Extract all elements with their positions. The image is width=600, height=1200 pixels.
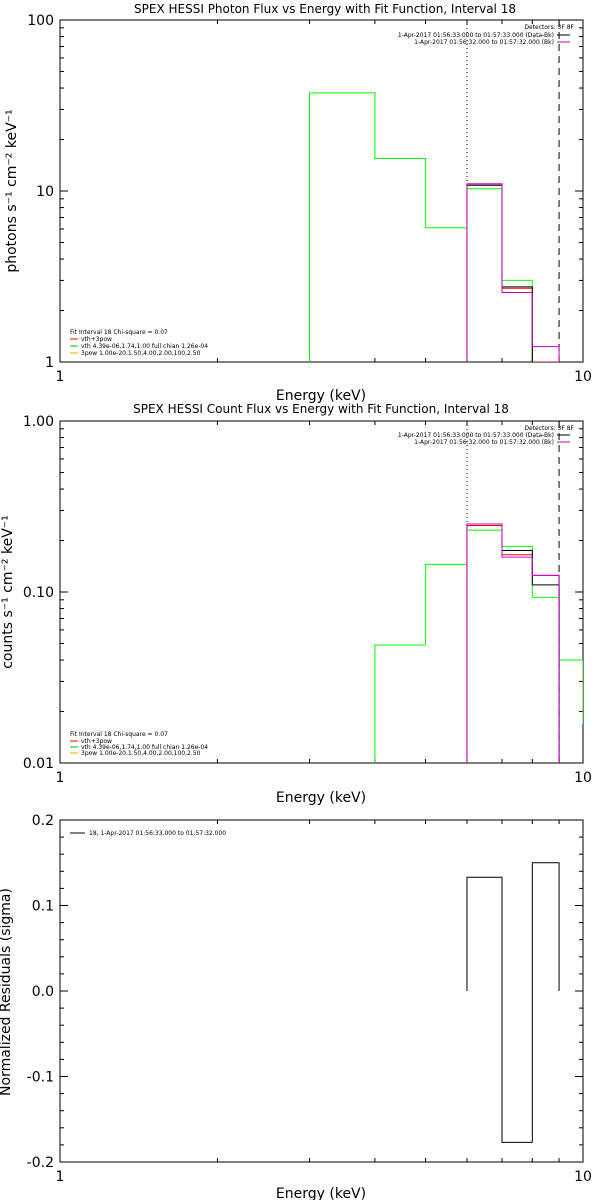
panel-count-flux: SPEX HESSI Count Flux vs Energy with Fit… [0, 402, 592, 806]
y-tick-label: 100 [27, 13, 54, 29]
y-tick-label: 0.2 [32, 813, 54, 829]
y-tick-label: -0.1 [27, 1070, 54, 1086]
legend-top-right: Detectors: 3F 8F 1-Apr-2017 01:56:33.000… [398, 425, 575, 446]
legend-entry: 3pow 1.00e-20,1.50,4.00,2.00,100,2.50 [81, 750, 201, 757]
legend-entry: vth 4.39e-06,1.74,1.00 full chian 1.26e-… [81, 744, 208, 751]
legend-entry: 1-Apr-2017 01:56:33.000 to 01:57:33.000 … [398, 432, 554, 439]
y-tick-label: 1.00 [23, 414, 54, 430]
series-group [374, 523, 583, 763]
panel-photon-flux: SPEX HESSI Photon Flux vs Energy with Fi… [4, 2, 592, 404]
axis-ticks [59, 19, 584, 363]
legend-entry: 1-Apr-2017 01:56:33.000 to 01:57:33.000 … [398, 32, 554, 39]
x-axis-label: Energy (keV) [276, 1186, 366, 1200]
series-group [466, 862, 560, 1143]
chart-title: SPEX HESSI Photon Flux vs Energy with Fi… [134, 2, 516, 16]
y-tick-label: 0.1 [32, 899, 54, 915]
axis-ticks [59, 420, 584, 764]
x-axis-label: Energy (keV) [276, 388, 366, 404]
x-tick-label: 1 [56, 770, 65, 786]
x-axis-label: Energy (keV) [276, 790, 366, 806]
x-tick-label: 1 [56, 369, 65, 385]
legend-bottom-left: Fit Interval 18 Chi-square = 0.07 vth+3p… [70, 329, 208, 357]
series-line [466, 523, 560, 763]
y-tick-label: -0.2 [27, 1155, 54, 1171]
series-line [466, 184, 533, 362]
plot-frame [59, 420, 584, 764]
x-tick-label: 1 [56, 1169, 65, 1185]
legend-entry: vth+3pow [81, 336, 112, 343]
legend-entry: 1-Apr-2017 01:56:32.000 to 01:57:32.000 … [414, 439, 554, 446]
legend-entry: vth+3pow [81, 738, 112, 745]
x-tick-label: 10 [574, 1169, 592, 1185]
legend-header: Fit Interval 18 Chi-square = 0.07 [70, 329, 168, 336]
y-axis-label: photons s⁻¹ cm⁻² keV⁻¹ [4, 109, 20, 272]
y-axis-label: counts s⁻¹ cm⁻² keV⁻¹ [0, 515, 16, 669]
series-group [309, 92, 560, 362]
legend-header: Fit Interval 18 Chi-square = 0.07 [70, 731, 168, 738]
series-line [466, 523, 560, 763]
legend-header: Detectors: 3F 8F [524, 24, 574, 31]
legend-top-right: Detectors: 3F 8F 1-Apr-2017 01:56:33.000… [398, 24, 575, 46]
legend-entry: 1-Apr-2017 01:56:32.000 to 01:57:32.000 … [414, 39, 554, 46]
legend-entry: 18, 1-Apr-2017 01:56:33.000 to 01:57:32.… [89, 830, 226, 837]
axis-ticks [59, 819, 584, 1163]
legend-header: Detectors: 3F 8F [524, 425, 574, 432]
y-axis-label: Normalized Residuals (sigma) [0, 888, 14, 1096]
x-tick-label: 10 [574, 770, 592, 786]
legend-entry: 3pow 1.00e-20,1.50,4.00,2.00,100,2.50 [81, 350, 201, 357]
panel-residuals: -0.2 -0.1 0.0 0.1 0.2 1 10 Energy (keV) … [0, 813, 592, 1200]
series-line [466, 524, 560, 763]
plot-frame [59, 819, 584, 1163]
legend-bottom-left: Fit Interval 18 Chi-square = 0.07 vth+3p… [70, 731, 208, 757]
energy-markers [466, 20, 560, 362]
plot-frame [59, 19, 584, 363]
series-line [374, 529, 583, 763]
legend: 18, 1-Apr-2017 01:56:33.000 to 01:57:32.… [70, 830, 226, 837]
y-tick-label: 0.01 [23, 756, 54, 772]
chart-title: SPEX HESSI Count Flux vs Energy with Fit… [133, 402, 509, 416]
y-tick-label: 1 [45, 355, 54, 371]
series-line [466, 183, 560, 362]
series-line [466, 183, 560, 362]
series-line [309, 92, 533, 362]
x-tick-label: 10 [574, 369, 592, 385]
y-tick-label: 0.10 [23, 585, 54, 601]
y-tick-label: 10 [36, 184, 54, 200]
y-tick-label: 0.0 [32, 984, 54, 1000]
legend-entry: vth 4.39e-06,1.74,1.00 full chian 1.26e-… [81, 343, 208, 350]
series-line [466, 862, 560, 1143]
energy-markers [466, 421, 560, 763]
